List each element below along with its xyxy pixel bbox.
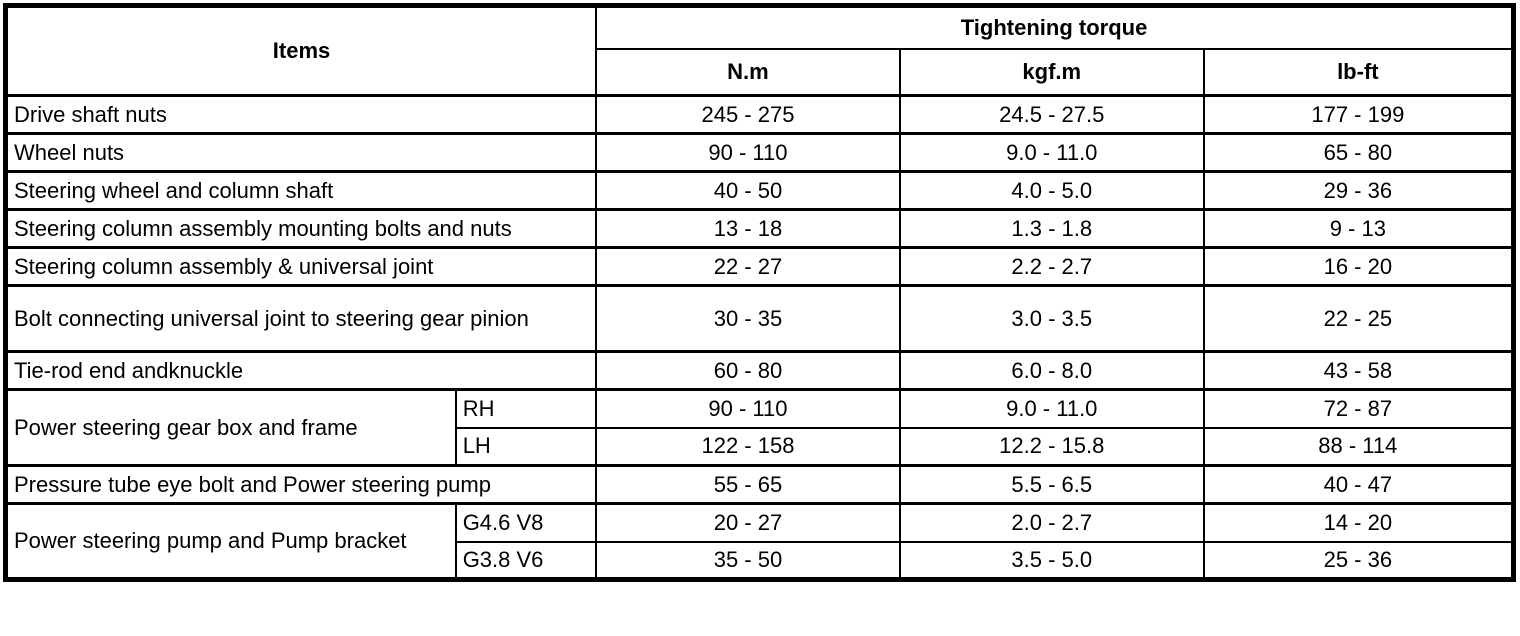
nm-cell: 90 - 110: [595, 132, 901, 173]
table-row: Steering column assembly & universal joi…: [4, 246, 1515, 287]
table-row: Wheel nuts 90 - 110 9.0 - 11.0 65 - 80: [4, 132, 1515, 173]
unit-header-nm: N.m: [595, 48, 901, 97]
lbft-cell: 22 - 25: [1202, 284, 1515, 353]
lbft-cell: 72 - 87: [1202, 388, 1515, 429]
table-row: Steering column assembly mounting bolts …: [4, 208, 1515, 249]
item-cell: Steering column assembly & universal joi…: [4, 246, 598, 287]
nm-cell: 122 - 158: [595, 426, 901, 467]
item-cell: Power steering pump and Pump bracket: [4, 502, 457, 581]
nm-cell: 20 - 27: [595, 502, 901, 543]
lbft-cell: 65 - 80: [1202, 132, 1515, 173]
lbft-cell: 25 - 36: [1202, 540, 1515, 581]
table-row: Bolt connecting universal joint to steer…: [4, 284, 1515, 353]
kgfm-cell: 3.0 - 3.5: [898, 284, 1205, 353]
nm-cell: 35 - 50: [595, 540, 901, 581]
kgfm-cell: 6.0 - 8.0: [898, 350, 1205, 391]
kgfm-cell: 9.0 - 11.0: [898, 132, 1205, 173]
kgfm-cell: 5.5 - 6.5: [898, 464, 1205, 505]
item-cell: Pressure tube eye bolt and Power steerin…: [4, 464, 598, 505]
lbft-cell: 43 - 58: [1202, 350, 1515, 391]
nm-cell: 40 - 50: [595, 170, 901, 211]
kgfm-cell: 3.5 - 5.0: [898, 540, 1205, 581]
sub-item-cell: G4.6 V8: [454, 502, 598, 543]
kgfm-cell: 24.5 - 27.5: [898, 94, 1205, 135]
nm-cell: 60 - 80: [595, 350, 901, 391]
lbft-cell: 177 - 199: [1202, 94, 1515, 135]
table-row: LH 122 - 158 12.2 - 15.8 88 - 114: [6, 426, 1515, 467]
nm-cell: 245 - 275: [595, 94, 901, 135]
tightening-torque-header: Tightening torque: [595, 4, 1515, 50]
item-cell: Power steering gear box and frame: [4, 388, 457, 467]
lbft-cell: 40 - 47: [1202, 464, 1515, 505]
table-row: Drive shaft nuts 245 - 275 24.5 - 27.5 1…: [4, 94, 1515, 135]
lbft-cell: 88 - 114: [1202, 426, 1515, 467]
lbft-cell: 16 - 20: [1202, 246, 1515, 287]
table-row: Tie-rod end andknuckle 60 - 80 6.0 - 8.0…: [4, 350, 1515, 391]
item-cell: Bolt connecting universal joint to steer…: [4, 284, 598, 353]
item-cell: Drive shaft nuts: [4, 94, 598, 135]
item-cell: Wheel nuts: [4, 132, 598, 173]
torque-table-container: Items Tightening torque N.m kgf.m lb-ft …: [3, 3, 1516, 582]
table-row: Power steering gear box and frame RH 90 …: [4, 388, 1515, 467]
item-cell: Steering column assembly mounting bolts …: [4, 208, 598, 249]
sub-item-cell: LH: [454, 426, 598, 467]
nm-cell: 55 - 65: [595, 464, 901, 505]
unit-header-kgfm: kgf.m: [898, 48, 1205, 97]
kgfm-cell: 9.0 - 11.0: [898, 388, 1205, 429]
table-row: Pressure tube eye bolt and Power steerin…: [4, 464, 1515, 505]
item-cell: Steering wheel and column shaft: [4, 170, 598, 211]
kgfm-cell: 1.3 - 1.8: [898, 208, 1205, 249]
sub-item-cell: G3.8 V6: [454, 540, 598, 581]
lbft-cell: 29 - 36: [1202, 170, 1515, 211]
table-row: Steering wheel and column shaft 40 - 50 …: [4, 170, 1515, 211]
nm-cell: 90 - 110: [595, 388, 901, 429]
nm-cell: 30 - 35: [595, 284, 901, 353]
kgfm-cell: 4.0 - 5.0: [898, 170, 1205, 211]
nm-cell: 22 - 27: [595, 246, 901, 287]
lbft-cell: 14 - 20: [1202, 502, 1515, 543]
items-column-header: Items: [4, 4, 598, 97]
nm-cell: 13 - 18: [595, 208, 901, 249]
table-row: Power steering pump and Pump bracket G4.…: [4, 502, 1515, 581]
kgfm-cell: 2.2 - 2.7: [898, 246, 1205, 287]
sub-item-cell: RH: [454, 388, 598, 429]
kgfm-cell: 12.2 - 15.8: [898, 426, 1205, 467]
lbft-cell: 9 - 13: [1202, 208, 1515, 249]
table-row: G3.8 V6 35 - 50 3.5 - 5.0 25 - 36: [6, 540, 1515, 581]
item-cell: Tie-rod end andknuckle: [4, 350, 598, 391]
kgfm-cell: 2.0 - 2.7: [898, 502, 1205, 543]
unit-header-lbft: lb-ft: [1202, 48, 1515, 97]
torque-spec-table: Items Tightening torque N.m kgf.m lb-ft …: [3, 3, 1516, 582]
